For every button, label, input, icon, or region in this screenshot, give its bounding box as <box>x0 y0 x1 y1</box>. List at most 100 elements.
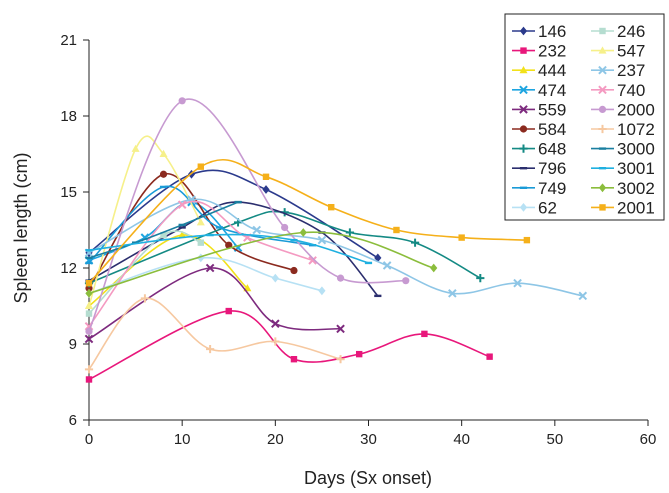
legend-label: 584 <box>538 120 566 139</box>
data-point-648 <box>345 228 354 237</box>
legend-label: 2000 <box>617 100 655 119</box>
data-point-547 <box>85 301 93 309</box>
y-tick-label: 21 <box>60 32 77 49</box>
data-point-648 <box>476 274 485 283</box>
series-line-62 <box>88 256 323 295</box>
data-point-2001 <box>523 236 531 244</box>
data-point-62 <box>318 286 326 296</box>
data-point-2001 <box>328 204 335 211</box>
legend-marker <box>519 144 528 153</box>
data-point-246 <box>197 239 204 246</box>
legend-marker <box>519 167 528 170</box>
legend-item-3002: 3002 <box>591 179 655 198</box>
data-point-246 <box>160 231 167 239</box>
legend-marker <box>519 125 528 133</box>
data-point-3001 <box>364 261 373 265</box>
legend-item-584: 584 <box>512 120 566 139</box>
series-2000 <box>85 97 410 335</box>
legend-item-796: 796 <box>512 159 566 178</box>
data-point-648 <box>410 238 420 247</box>
legend-label: 246 <box>617 22 645 41</box>
legend-label: 3000 <box>617 140 655 159</box>
legend-label: 796 <box>538 159 566 178</box>
data-point-1072 <box>271 337 280 346</box>
data-point-2000 <box>85 327 93 335</box>
data-point-2000 <box>402 277 410 285</box>
data-point-584 <box>85 284 93 292</box>
legend-label: 444 <box>538 61 566 80</box>
legend-box <box>504 13 665 221</box>
data-point-62 <box>271 273 279 283</box>
data-point-232 <box>85 376 93 383</box>
legend-marker <box>598 124 607 134</box>
legend-marker <box>519 26 528 36</box>
legend-label: 62 <box>538 198 557 217</box>
data-point-2000 <box>336 274 345 282</box>
legend-marker <box>519 186 528 189</box>
series-line-2001 <box>88 158 527 284</box>
data-point-237 <box>382 261 392 270</box>
x-tick-label: 20 <box>267 431 284 448</box>
data-point-584 <box>290 266 298 275</box>
data-point-796 <box>374 294 382 298</box>
data-point-3000 <box>234 200 242 204</box>
legend-label: 474 <box>538 81 566 100</box>
data-point-740 <box>177 200 187 209</box>
data-point-146 <box>374 253 382 263</box>
legend-label: 3001 <box>617 159 655 178</box>
legend-item-2001: 2001 <box>591 198 655 217</box>
data-point-749 <box>215 226 224 229</box>
legend-item-3001: 3001 <box>591 159 655 178</box>
legend-label: 2001 <box>617 198 655 217</box>
data-point-232 <box>421 330 428 338</box>
data-point-547 <box>196 218 205 226</box>
y-tick-label: 12 <box>60 260 77 277</box>
data-point-1072 <box>206 344 215 354</box>
data-point-559 <box>336 324 345 334</box>
y-tick-label: 9 <box>69 336 77 353</box>
data-point-237 <box>578 291 588 301</box>
y-tick-label: 18 <box>60 108 77 125</box>
series-line-648 <box>88 210 481 284</box>
data-point-3001 <box>290 238 298 242</box>
data-point-232 <box>486 353 493 360</box>
legend-marker <box>598 46 607 54</box>
legend-marker <box>598 183 607 193</box>
data-point-3000 <box>85 256 93 260</box>
legend-item-62: 62 <box>512 198 557 217</box>
legend-marker <box>520 47 527 54</box>
series-line-3000 <box>88 201 239 259</box>
legend-item-559: 559 <box>512 100 566 119</box>
data-point-3002 <box>299 228 307 237</box>
legend-label: 1072 <box>617 120 655 139</box>
data-point-740 <box>308 256 317 265</box>
legend-item-237: 237 <box>591 61 645 80</box>
legend-label: 232 <box>538 42 566 61</box>
legend-marker <box>519 85 528 95</box>
data-point-2001 <box>197 163 204 170</box>
data-point-237 <box>252 225 262 235</box>
x-tick-label: 50 <box>546 431 563 448</box>
legend-label: 237 <box>617 61 645 80</box>
legend-marker <box>598 147 607 150</box>
legend-label: 740 <box>617 81 645 100</box>
legend-marker <box>519 105 528 114</box>
y-axis-label: Spleen length (cm) <box>11 152 31 303</box>
data-point-237 <box>448 289 457 298</box>
series-559 <box>84 263 345 344</box>
data-point-559 <box>271 319 280 329</box>
data-point-547 <box>159 149 168 157</box>
x-axis-label: Days (Sx onset) <box>304 468 432 488</box>
legend-label: 146 <box>538 22 566 41</box>
legend-label: 749 <box>538 179 566 198</box>
series-line-232 <box>88 310 490 381</box>
y-tick-label: 15 <box>60 184 77 201</box>
series-lines <box>84 97 588 383</box>
data-point-559 <box>205 263 215 273</box>
legend-marker <box>519 66 528 74</box>
legend-marker <box>599 27 606 35</box>
legend-label: 547 <box>617 42 645 61</box>
data-point-246 <box>85 310 93 317</box>
data-point-3002 <box>85 288 93 298</box>
legend-item-444: 444 <box>512 61 566 80</box>
